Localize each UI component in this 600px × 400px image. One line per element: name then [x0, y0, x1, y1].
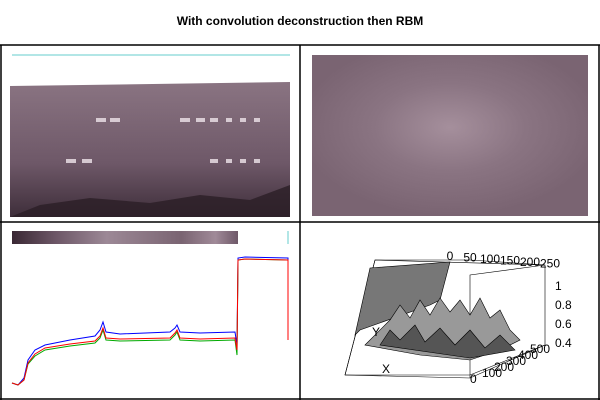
y-axis-label: Y	[372, 325, 380, 339]
z-tick-label: 0.4	[555, 336, 572, 350]
profile-line	[11, 258, 289, 386]
bottom-tick-label: 200	[494, 360, 514, 374]
gel-image	[10, 54, 290, 217]
bottom-tick-label: 400	[518, 348, 538, 362]
z-tick-label: 1	[555, 279, 562, 293]
bottom-tick-label: 500	[530, 342, 550, 356]
bottom-tick-label: 300	[506, 354, 526, 368]
bottom-tick-label: 0	[470, 372, 477, 386]
z-tick-label: 0.8	[555, 298, 572, 312]
top-tick-label: 50	[463, 251, 477, 265]
figure-title: With convolution deconstruction then RBM	[177, 14, 424, 28]
profile-line	[11, 258, 289, 386]
bottom-tick-label: 100	[482, 366, 502, 380]
profile-line	[11, 256, 289, 386]
x-axis-label: X	[382, 362, 390, 376]
top-tick-label: 250	[540, 257, 560, 271]
top-tick-label: 0	[447, 249, 454, 263]
top-tick-label: 100	[480, 252, 500, 266]
reconstructed-image	[312, 55, 588, 216]
z-tick-label: 0.6	[555, 317, 572, 331]
panel-borders	[0, 44, 600, 400]
strip-image	[12, 231, 238, 244]
surface-plot	[344, 259, 546, 379]
top-tick-label: 200	[520, 255, 540, 269]
top-tick-label: 150	[500, 254, 520, 268]
